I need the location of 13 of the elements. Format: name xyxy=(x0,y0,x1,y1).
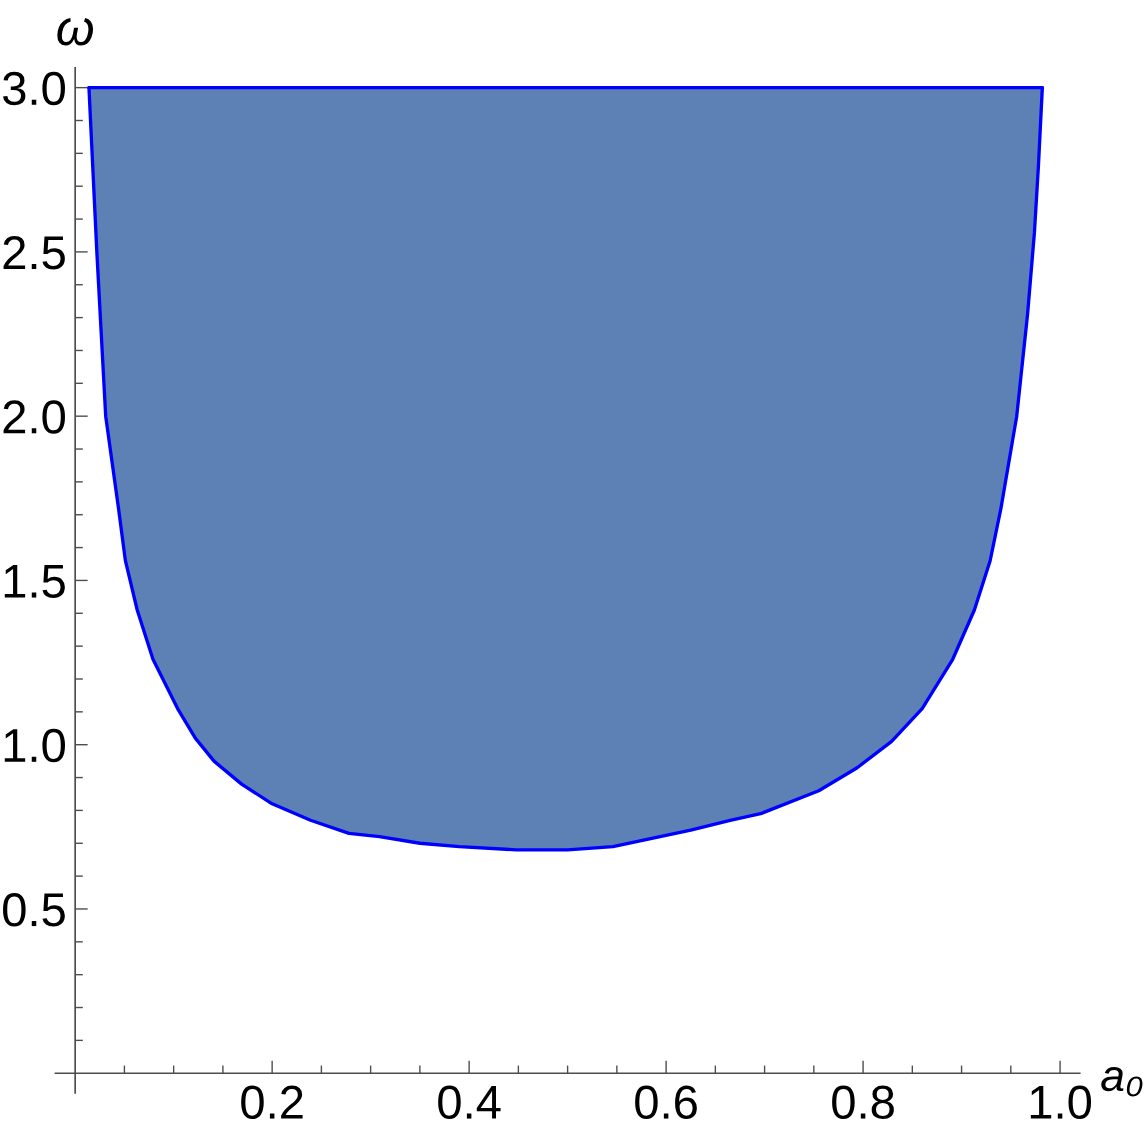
y-tick-label: 1.0 xyxy=(4,728,65,763)
y-tick-label: 2.0 xyxy=(3,400,65,434)
y-tick-label: 0.5 xyxy=(3,893,65,927)
x-tick-label: 0.4 xyxy=(438,1085,501,1120)
x-tick-label: 0.6 xyxy=(635,1085,697,1120)
y-tick-label: 1.5 xyxy=(4,565,65,599)
y-axis-title: ω xyxy=(57,18,94,46)
x-axis-title: a₀ xyxy=(1101,1066,1143,1097)
y-tick-label: 3.0 xyxy=(2,71,65,106)
y-tick-label: 2.5 xyxy=(3,236,65,270)
x-tick-label: 0.8 xyxy=(832,1085,894,1120)
x-tick-label: 0.2 xyxy=(241,1085,303,1120)
x-tick-label: 1.0 xyxy=(1030,1085,1092,1120)
